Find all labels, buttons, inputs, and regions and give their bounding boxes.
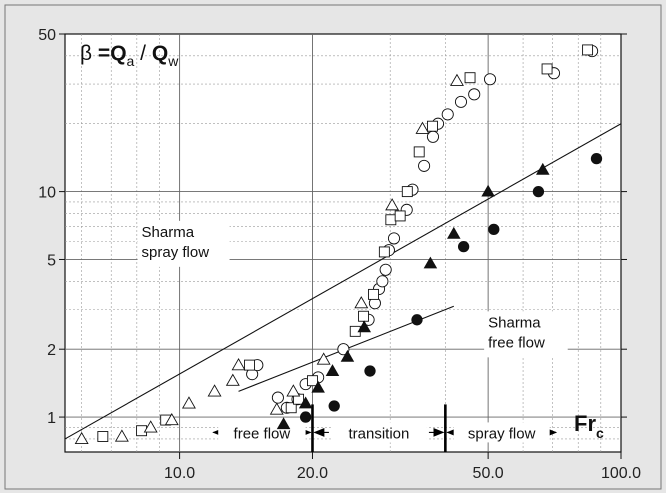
label-part: / bbox=[134, 42, 152, 65]
data-point-open-triangle bbox=[415, 121, 430, 134]
y-tick-label: 5 bbox=[47, 252, 56, 269]
regime-label: transition bbox=[348, 425, 409, 442]
axis-ticks: 10.0 20.0 50.0 100.0 1 2 5 10 50 bbox=[38, 27, 641, 482]
data-point-open-triangle bbox=[207, 384, 222, 397]
data-point-open-square bbox=[368, 288, 379, 300]
data-point-open-triangle bbox=[164, 412, 179, 426]
data-point-open-square bbox=[307, 375, 318, 387]
data-point-filled-circle bbox=[411, 314, 423, 326]
data-point-open-circle bbox=[454, 95, 468, 108]
data-point-filled-triangle bbox=[536, 162, 550, 175]
label-part: a bbox=[127, 53, 135, 69]
data-markers bbox=[74, 44, 603, 445]
data-point-open-square bbox=[401, 186, 413, 198]
data-point-open-square bbox=[541, 63, 553, 75]
data-point-filled-circle bbox=[532, 185, 545, 198]
data-point-open-triangle bbox=[143, 420, 158, 433]
annotation-text: free flow bbox=[488, 334, 545, 351]
data-point-open-circle bbox=[387, 232, 401, 245]
data-point-open-triangle bbox=[114, 429, 129, 442]
data-point-filled-triangle bbox=[325, 364, 340, 376]
data-point-open-triangle bbox=[449, 73, 464, 86]
data-point-open-square bbox=[427, 120, 438, 132]
annotation-backdrop bbox=[484, 311, 568, 358]
data-point-open-circle bbox=[376, 275, 389, 288]
data-point-open-triangle bbox=[269, 402, 284, 415]
label-part: w bbox=[167, 53, 179, 69]
reference-line bbox=[64, 123, 622, 440]
label-part: = bbox=[98, 42, 110, 65]
regime-label-backdrop bbox=[453, 422, 550, 443]
label-part: β bbox=[80, 42, 98, 65]
y-tick-label: 10 bbox=[38, 185, 56, 202]
data-point-open-circle bbox=[337, 343, 350, 356]
label-part: Q bbox=[152, 42, 168, 65]
data-point-filled-triangle bbox=[340, 349, 355, 362]
annotations: Sharma spray flow Sharma free flow bbox=[137, 220, 568, 358]
data-point-filled-circle bbox=[590, 153, 603, 165]
annotation-text: spray flow bbox=[142, 244, 210, 261]
data-point-filled-triangle bbox=[276, 417, 291, 430]
x-axis-label: Frc bbox=[574, 411, 604, 441]
data-point-open-square bbox=[582, 44, 594, 56]
data-point-open-square bbox=[244, 359, 255, 371]
y-axis-label: β =Qa / Qw bbox=[80, 42, 179, 69]
data-point-filled-circle bbox=[328, 400, 340, 412]
data-point-open-square bbox=[97, 431, 109, 442]
data-point-open-circle bbox=[271, 391, 284, 404]
data-point-filled-circle bbox=[364, 365, 376, 377]
regime-label-backdrop bbox=[330, 422, 427, 443]
annotation-backdrop bbox=[137, 220, 230, 267]
y-tick-label: 2 bbox=[47, 342, 56, 359]
data-point-open-square bbox=[385, 214, 397, 226]
x-tick-label: 100.0 bbox=[601, 465, 641, 482]
data-point-open-circle bbox=[418, 159, 431, 172]
data-point-open-triangle bbox=[231, 358, 246, 371]
data-point-filled-circle bbox=[299, 411, 312, 423]
x-tick-label: 10.0 bbox=[164, 465, 195, 482]
data-point-open-triangle bbox=[225, 373, 240, 386]
regime-label: spray flow bbox=[468, 425, 536, 442]
data-point-filled-triangle bbox=[357, 320, 372, 333]
regime-label: free flow bbox=[234, 425, 291, 442]
data-point-open-square bbox=[464, 72, 476, 84]
annotation-text: Sharma bbox=[488, 314, 541, 331]
data-point-filled-triangle bbox=[447, 226, 461, 239]
y-tick-label: 1 bbox=[47, 410, 56, 427]
data-point-filled-triangle bbox=[481, 184, 495, 197]
data-point-filled-triangle bbox=[298, 396, 313, 409]
data-point-open-triangle bbox=[181, 396, 196, 409]
y-tick-label: 50 bbox=[38, 27, 56, 44]
data-point-open-triangle bbox=[74, 431, 89, 445]
data-point-open-circle bbox=[483, 73, 497, 86]
data-point-filled-circle bbox=[488, 223, 500, 236]
data-point-open-triangle bbox=[354, 296, 369, 309]
annotation-text: Sharma bbox=[142, 224, 195, 241]
data-point-open-square bbox=[358, 310, 369, 322]
label-part: Fr bbox=[574, 411, 596, 436]
data-point-open-circle bbox=[379, 263, 392, 276]
data-point-open-circle bbox=[441, 108, 454, 121]
label-part: Q bbox=[110, 42, 126, 65]
data-point-open-triangle bbox=[385, 198, 400, 211]
label-part: c bbox=[596, 425, 604, 441]
x-tick-label: 20.0 bbox=[297, 465, 328, 482]
data-point-open-square bbox=[285, 402, 297, 414]
data-point-filled-triangle bbox=[423, 256, 438, 269]
data-point-filled-circle bbox=[457, 240, 470, 253]
x-tick-label: 50.0 bbox=[473, 465, 504, 482]
data-point-open-square bbox=[378, 246, 390, 258]
data-point-open-circle bbox=[426, 130, 440, 143]
data-point-open-square bbox=[413, 146, 425, 158]
data-point-filled-triangle bbox=[311, 380, 325, 393]
data-point-open-triangle bbox=[316, 352, 331, 365]
data-point-open-triangle bbox=[286, 384, 301, 397]
data-point-open-circle bbox=[468, 88, 481, 101]
data-point-open-square bbox=[394, 210, 406, 222]
